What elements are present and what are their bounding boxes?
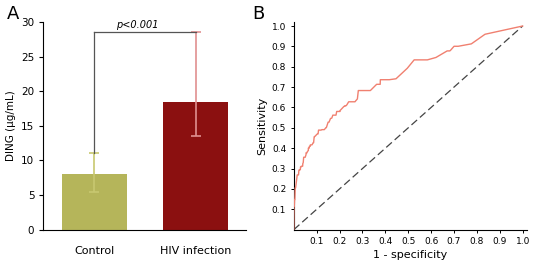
Bar xyxy=(62,174,126,230)
Y-axis label: Sensitivity: Sensitivity xyxy=(258,97,267,155)
X-axis label: 1 - specificity: 1 - specificity xyxy=(374,251,448,260)
Text: A: A xyxy=(7,5,19,23)
Text: B: B xyxy=(252,5,264,23)
Text: p<0.001: p<0.001 xyxy=(116,20,159,30)
Y-axis label: DING (µg/mL): DING (µg/mL) xyxy=(5,90,16,161)
Bar xyxy=(163,102,228,230)
